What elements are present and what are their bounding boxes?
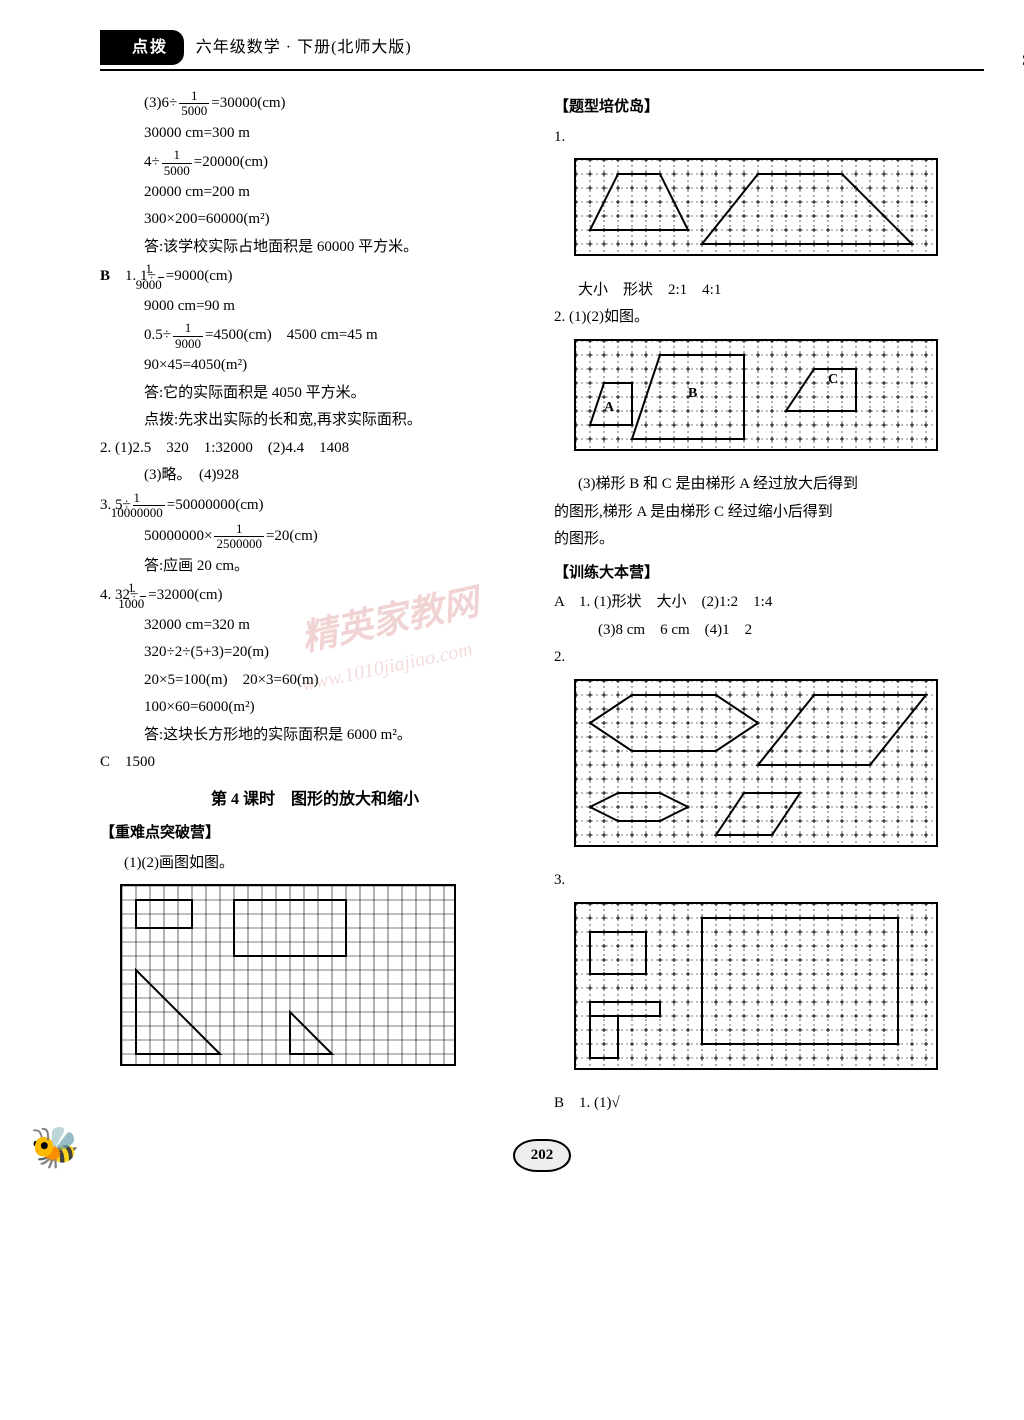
- r2-text: 的图形,梯形 A 是由梯形 C 经过缩小后得到: [554, 500, 984, 526]
- answer-line: 答:这块长方形地的实际面积是 6000 m²。: [100, 723, 530, 749]
- section-training: 【训练大本营】: [554, 561, 984, 587]
- figure-2-grid: [574, 158, 938, 256]
- text: (3)6÷: [144, 95, 177, 111]
- eq-line: 20000 cm=200 m: [100, 180, 530, 206]
- b-label: B: [100, 269, 125, 285]
- denominator: 5000: [162, 164, 192, 178]
- side-cut-note: 请沿此虚线裁剪下使用: [1020, 80, 1024, 260]
- eq-line: 0.5÷19000=4500(cm) 4500 cm=45 m: [100, 321, 530, 351]
- figure-5-grid: [574, 902, 938, 1070]
- text: =20000(cm): [194, 155, 268, 171]
- item-r2: 2. (1)(2)如图。: [554, 305, 984, 331]
- figure-4-grid: [574, 679, 938, 847]
- numerator: 1: [173, 321, 203, 336]
- page-header: 点拨 六年级数学 · 下册(北师大版): [100, 30, 984, 71]
- text: =30000(cm): [211, 95, 285, 111]
- page-number: 202: [100, 1139, 984, 1173]
- r2-text: 的图形。: [554, 527, 984, 553]
- item-2: 2. (1)2.5 320 1:32000 (2)4.4 1408: [100, 436, 530, 462]
- item-r1: 1.: [554, 125, 984, 151]
- eq-line: 4÷15000=20000(cm): [100, 148, 530, 178]
- right-column: 【题型培优岛】 1. 大小 形状 2:1 4:1 2. (1)(2)如图。 A B…: [554, 87, 984, 1119]
- header-title: 六年级数学 · 下册(北师大版): [196, 34, 412, 61]
- item-a1: A 1. (1)形状 大小 (2)1:2 1:4: [554, 590, 984, 616]
- item-a3: 3.: [554, 868, 984, 894]
- answer-line: 答:它的实际面积是 4050 平方米。: [100, 381, 530, 407]
- text: C 1500: [100, 754, 155, 770]
- r2-text: (3)梯形 B 和 C 是由梯形 A 经过放大后得到: [554, 472, 984, 498]
- item-4: 4. 32÷11000=32000(cm): [100, 581, 530, 611]
- eq-line: 90×45=4050(m²): [100, 353, 530, 379]
- text: =50000000(cm): [167, 497, 264, 513]
- text: =32000(cm): [148, 587, 222, 603]
- fraction: 19000: [158, 262, 164, 292]
- eq-line: 20×5=100(m) 20×3=60(m): [100, 668, 530, 694]
- tip-line: 点拨:先求出实际的长和宽,再求实际面积。: [100, 408, 530, 434]
- denominator: 9000: [173, 337, 203, 351]
- numerator: 1: [158, 262, 164, 277]
- left-column: (3)6÷15000=30000(cm) 30000 cm=300 m 4÷15…: [100, 87, 530, 1119]
- item-a2: 2.: [554, 645, 984, 671]
- denominator: 9000: [158, 278, 164, 292]
- item-b1: B 1. 1÷19000=9000(cm): [100, 262, 530, 292]
- item-2-cont: (3)略。 (4)928: [100, 463, 530, 489]
- fraction: 110000000: [133, 491, 165, 521]
- text: 4÷: [144, 155, 160, 171]
- numerator: 1: [140, 581, 146, 596]
- numerator: 1: [179, 89, 209, 104]
- fraction: 15000: [179, 89, 209, 119]
- fraction: 12500000: [214, 522, 264, 552]
- eq-line: 9000 cm=90 m: [100, 294, 530, 320]
- eq-line: 30000 cm=300 m: [100, 121, 530, 147]
- header-logo: 点拨: [100, 30, 184, 65]
- item-c: C 1500: [100, 750, 530, 776]
- item-b1: B 1. (1)√: [554, 1091, 984, 1117]
- svg-text:B: B: [688, 386, 697, 401]
- eq-line: (3)6÷15000=30000(cm): [100, 89, 530, 119]
- svg-text:C: C: [828, 372, 838, 387]
- answer-line: 答:应画 20 cm。: [100, 554, 530, 580]
- denominator: 1000: [140, 597, 146, 611]
- break-line: (1)(2)画图如图。: [100, 851, 530, 877]
- eq-line: 320÷2÷(5+3)=20(m): [100, 640, 530, 666]
- item-3: 3. 5÷110000000=50000000(cm): [100, 491, 530, 521]
- page-number-value: 202: [513, 1139, 572, 1173]
- text: 50000000×: [144, 528, 212, 544]
- text: =20(cm): [266, 528, 318, 544]
- eq-line: 50000000×12500000=20(cm): [100, 522, 530, 552]
- text: 0.5÷: [144, 328, 171, 344]
- content-columns: (3)6÷15000=30000(cm) 30000 cm=300 m 4÷15…: [100, 87, 984, 1119]
- item-a1-cont: (3)8 cm 6 cm (4)1 2: [554, 618, 984, 644]
- section-breakthrough: 【重难点突破营】: [100, 821, 530, 847]
- fraction: 15000: [162, 148, 192, 178]
- fraction: 19000: [173, 321, 203, 351]
- numerator: 1: [133, 491, 165, 506]
- denominator: 10000000: [133, 506, 165, 520]
- svg-text:A: A: [604, 400, 615, 415]
- answer-line: 答:该学校实际占地面积是 60000 平方米。: [100, 235, 530, 261]
- text: =4500(cm) 4500 cm=45 m: [205, 328, 378, 344]
- fig2-caption: 大小 形状 2:1 4:1: [554, 278, 984, 304]
- eq-line: 32000 cm=320 m: [100, 613, 530, 639]
- eq-line: 300×200=60000(m²): [100, 207, 530, 233]
- figure-3-grid: A B C: [574, 339, 938, 451]
- numerator: 1: [214, 522, 264, 537]
- fraction: 11000: [140, 581, 146, 611]
- text: =9000(cm): [166, 269, 233, 285]
- figure-1-grid: [120, 884, 456, 1066]
- bee-icon: 🐝: [30, 1114, 80, 1182]
- numerator: 1: [162, 148, 192, 163]
- lesson-title: 第 4 课时 图形的放大和缩小: [100, 786, 530, 813]
- section-peiyou: 【题型培优岛】: [554, 95, 984, 121]
- denominator: 2500000: [214, 537, 264, 551]
- page: ✂ 请沿此虚线裁剪下使用 点拨 六年级数学 · 下册(北师大版) 精英家教网 w…: [100, 30, 984, 1172]
- denominator: 5000: [179, 104, 209, 118]
- eq-line: 100×60=6000(m²): [100, 695, 530, 721]
